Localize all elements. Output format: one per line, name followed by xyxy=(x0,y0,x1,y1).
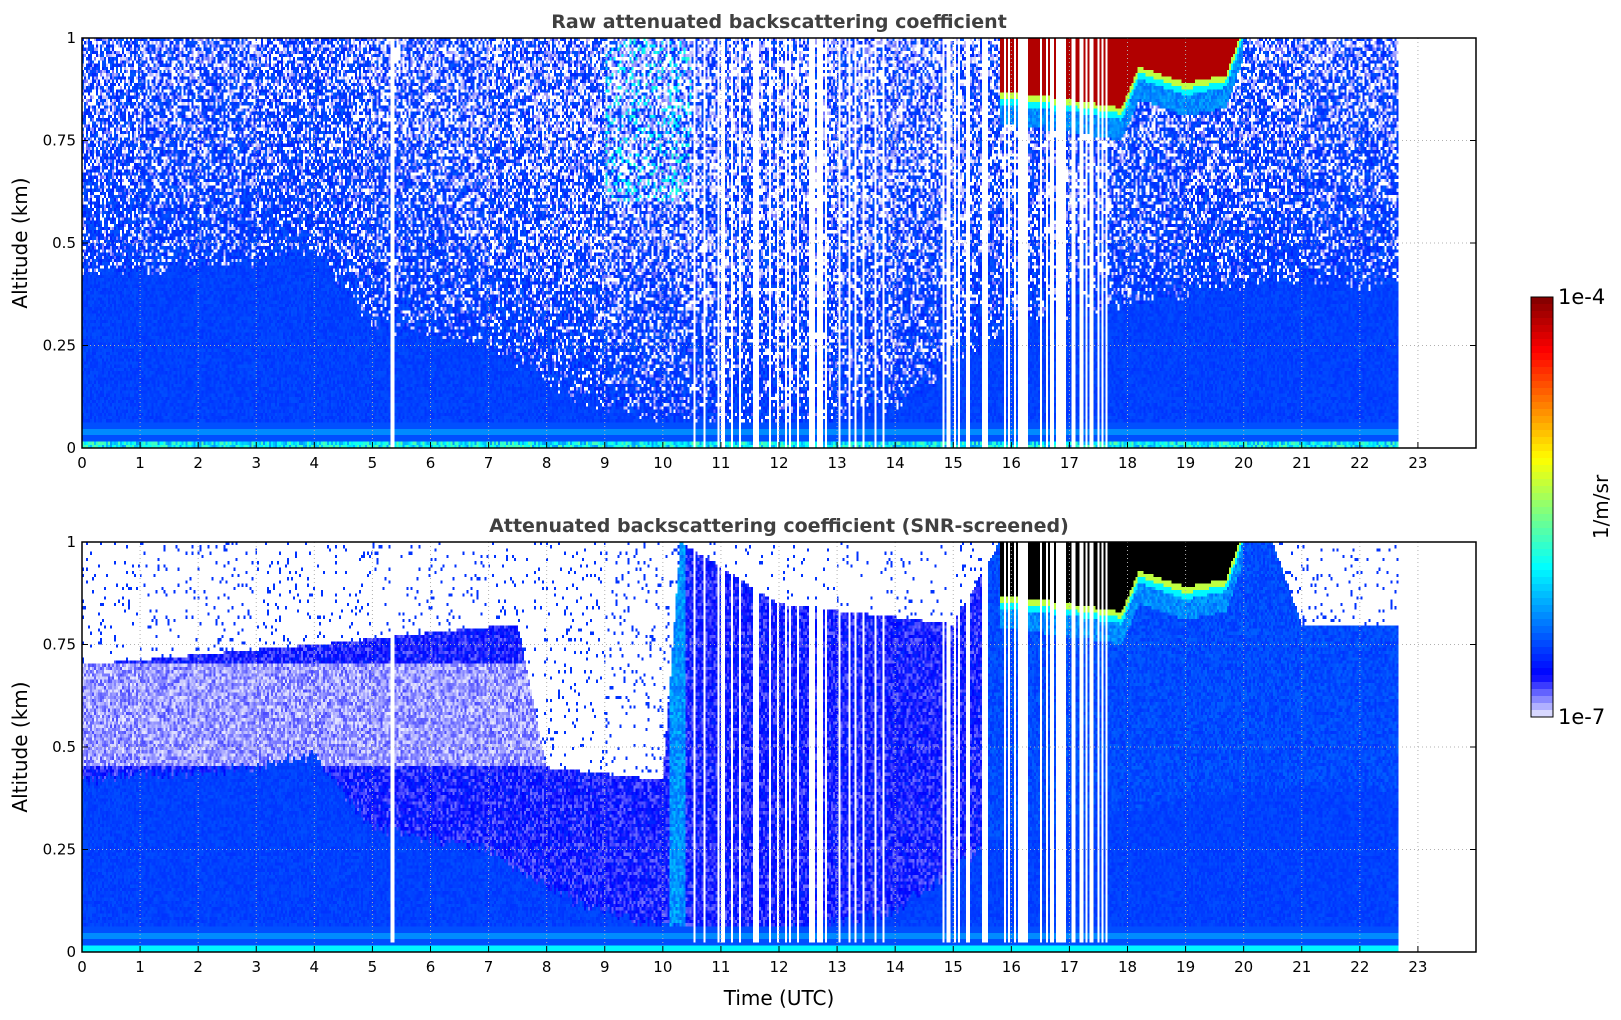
x-tick-label: 4 xyxy=(310,958,320,976)
x-tick-label: 21 xyxy=(1292,454,1311,472)
x-axis-label: Time (UTC) xyxy=(723,986,835,1010)
x-tick-label: 13 xyxy=(828,958,847,976)
x-tick-label: 11 xyxy=(711,958,730,976)
x-tick-label: 3 xyxy=(251,454,261,472)
colorbar-min-label: 1e-7 xyxy=(1558,705,1605,729)
x-tick-label: 12 xyxy=(769,958,788,976)
x-tick-label: 18 xyxy=(1118,958,1137,976)
x-tick-label: 4 xyxy=(310,454,320,472)
x-tick-label: 6 xyxy=(426,958,436,976)
x-tick-label: 14 xyxy=(886,454,905,472)
y-axis-label-raw: Altitude (km) xyxy=(8,177,32,308)
x-tick-label: 21 xyxy=(1292,958,1311,976)
x-tick-label: 7 xyxy=(484,958,494,976)
x-tick-label: 7 xyxy=(484,454,494,472)
x-tick-label: 8 xyxy=(542,958,552,976)
x-tick-label: 5 xyxy=(368,958,378,976)
x-tick-label: 18 xyxy=(1118,454,1137,472)
x-tick-label: 3 xyxy=(251,958,261,976)
x-tick-label: 14 xyxy=(886,958,905,976)
plot-frame-0 xyxy=(81,37,1477,449)
x-tick-label: 9 xyxy=(600,958,610,976)
x-tick-label: 17 xyxy=(1060,454,1079,472)
y-tick-label: 0.5 xyxy=(52,234,76,252)
x-tick-label: 19 xyxy=(1176,454,1195,472)
y-tick-label: 0 xyxy=(66,439,76,457)
x-tick-label: 9 xyxy=(600,454,610,472)
x-tick-label: 10 xyxy=(653,958,672,976)
colorbar xyxy=(1531,297,1553,717)
x-tick-label: 17 xyxy=(1060,958,1079,976)
chart-title-snr: Attenuated backscattering coefficient (S… xyxy=(489,515,1069,537)
colorbar-max-label: 1e-4 xyxy=(1558,285,1605,309)
x-tick-label: 10 xyxy=(653,454,672,472)
plot-frame-1 xyxy=(81,541,1477,953)
x-tick-label: 0 xyxy=(77,958,87,976)
x-tick-label: 16 xyxy=(1002,454,1021,472)
x-tick-label: 15 xyxy=(944,454,963,472)
x-tick-label: 6 xyxy=(426,454,436,472)
x-tick-label: 12 xyxy=(769,454,788,472)
x-tick-label: 8 xyxy=(542,454,552,472)
y-tick-label: 0 xyxy=(66,943,76,961)
y-axis-label-snr: Altitude (km) xyxy=(8,681,32,812)
x-tick-label: 22 xyxy=(1350,958,1369,976)
x-tick-label: 1 xyxy=(135,454,145,472)
x-tick-label: 22 xyxy=(1350,454,1369,472)
y-tick-label: 0.25 xyxy=(43,841,76,859)
x-tick-label: 5 xyxy=(368,454,378,472)
x-tick-label: 2 xyxy=(193,958,203,976)
y-tick-label: 0.25 xyxy=(43,337,76,355)
x-tick-label: 23 xyxy=(1408,454,1427,472)
y-tick-label: 0.75 xyxy=(43,636,76,654)
x-tick-label: 11 xyxy=(711,454,730,472)
colorbar-label: 1/m/sr xyxy=(1589,474,1613,539)
x-tick-label: 13 xyxy=(828,454,847,472)
x-tick-label: 16 xyxy=(1002,958,1021,976)
x-tick-label: 20 xyxy=(1234,958,1253,976)
y-tick-label: 1 xyxy=(66,29,76,47)
y-tick-label: 1 xyxy=(66,533,76,551)
x-tick-label: 15 xyxy=(944,958,963,976)
x-tick-label: 23 xyxy=(1408,958,1427,976)
x-tick-label: 2 xyxy=(193,454,203,472)
colorbar-frame xyxy=(1530,296,1554,718)
x-tick-label: 19 xyxy=(1176,958,1195,976)
x-tick-label: 1 xyxy=(135,958,145,976)
chart-title-raw: Raw attenuated backscattering coefficien… xyxy=(551,11,1007,33)
x-tick-label: 20 xyxy=(1234,454,1253,472)
y-tick-label: 0.75 xyxy=(43,132,76,150)
x-tick-label: 0 xyxy=(77,454,87,472)
y-tick-label: 0.5 xyxy=(52,738,76,756)
